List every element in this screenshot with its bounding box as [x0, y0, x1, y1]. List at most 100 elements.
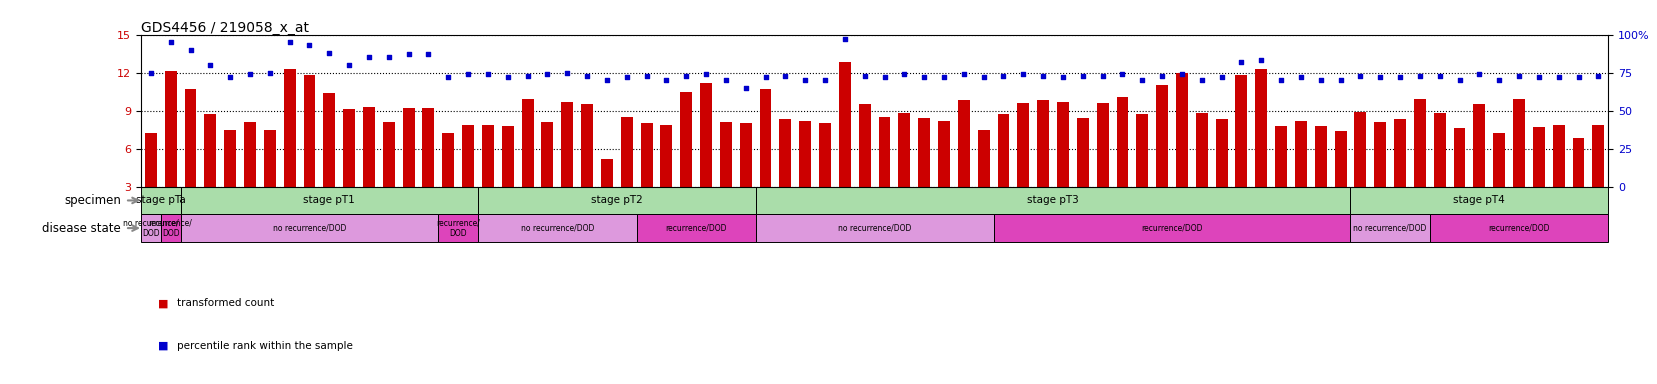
Bar [858, 104, 870, 225]
Point [1485, 77, 1511, 83]
Point [1327, 77, 1354, 83]
Bar [998, 114, 1009, 225]
Bar [600, 159, 613, 225]
Point [1425, 73, 1452, 79]
Bar [679, 92, 691, 225]
Bar [1413, 99, 1425, 225]
Bar [1155, 85, 1167, 225]
Point [297, 42, 323, 48]
Point [534, 71, 560, 77]
Point [832, 36, 858, 42]
Text: no recurrence/
DOD: no recurrence/ DOD [123, 218, 179, 238]
Point [454, 71, 481, 77]
Bar [1215, 119, 1226, 225]
Bar [756, 187, 1350, 214]
Bar [898, 113, 910, 225]
Bar [283, 69, 295, 225]
Bar [699, 83, 711, 225]
Bar [640, 123, 653, 225]
Point [573, 73, 600, 79]
Point [1584, 73, 1611, 79]
Bar [1433, 113, 1445, 225]
Bar [1533, 127, 1544, 225]
Point [197, 62, 224, 68]
Bar [1175, 73, 1186, 225]
Bar [1057, 102, 1069, 225]
Point [277, 39, 303, 45]
Text: recurrence/DOD: recurrence/DOD [1140, 223, 1201, 233]
Bar [1075, 118, 1089, 225]
Bar [1135, 114, 1148, 225]
Point [1347, 73, 1374, 79]
Point [1168, 71, 1195, 77]
Point [1445, 77, 1471, 83]
Bar [323, 93, 335, 225]
Bar [636, 214, 756, 242]
Point [434, 74, 461, 80]
Bar [144, 133, 157, 225]
Bar [1350, 214, 1428, 242]
Point [316, 50, 343, 56]
Bar [1037, 101, 1049, 225]
Point [593, 77, 620, 83]
Bar [756, 214, 993, 242]
Bar [343, 109, 355, 225]
Bar [918, 118, 930, 225]
Point [890, 71, 916, 77]
Point [414, 51, 441, 57]
Text: no recurrence/DOD: no recurrence/DOD [273, 223, 346, 233]
Point [514, 73, 540, 79]
Point [1049, 74, 1075, 80]
Point [969, 74, 996, 80]
Point [713, 77, 739, 83]
Bar [878, 117, 890, 225]
Point [852, 73, 878, 79]
Point [138, 70, 164, 76]
Bar [958, 101, 969, 225]
Bar [719, 122, 731, 225]
Text: stage pT2: stage pT2 [590, 195, 643, 205]
Point [910, 74, 936, 80]
Bar [978, 130, 989, 225]
Point [1564, 74, 1591, 80]
Bar [1354, 112, 1365, 225]
Bar [141, 187, 181, 214]
Point [1069, 73, 1095, 79]
Point [1268, 77, 1294, 83]
Point [693, 71, 719, 77]
Bar [423, 108, 434, 225]
Bar [1453, 128, 1465, 225]
Bar [184, 89, 196, 225]
Bar [542, 122, 553, 225]
Bar [141, 214, 161, 242]
Text: transformed count: transformed count [177, 298, 275, 308]
Text: percentile rank within the sample: percentile rank within the sample [177, 341, 353, 351]
Text: stage pT1: stage pT1 [303, 195, 355, 205]
Bar [1374, 122, 1385, 225]
Text: stage pT4: stage pT4 [1453, 195, 1505, 205]
Bar [502, 126, 514, 225]
Text: specimen: specimen [65, 194, 121, 207]
Point [257, 70, 283, 76]
Point [336, 62, 363, 68]
Text: stage pT3: stage pT3 [1027, 195, 1079, 205]
Bar [1314, 126, 1326, 225]
Point [1188, 77, 1215, 83]
Text: disease state: disease state [43, 222, 121, 235]
Point [1465, 71, 1491, 77]
Bar [779, 119, 790, 225]
Bar [1254, 69, 1266, 225]
Bar [522, 99, 534, 225]
Point [772, 73, 799, 79]
Text: no recurrence/DOD: no recurrence/DOD [1352, 223, 1427, 233]
Point [949, 71, 976, 77]
Bar [1473, 104, 1485, 225]
Bar [363, 107, 374, 225]
Point [1505, 73, 1531, 79]
Bar [1493, 133, 1505, 225]
Bar [442, 133, 454, 225]
Point [870, 74, 896, 80]
Bar [181, 187, 477, 214]
Point [374, 54, 401, 60]
Bar [562, 102, 573, 225]
